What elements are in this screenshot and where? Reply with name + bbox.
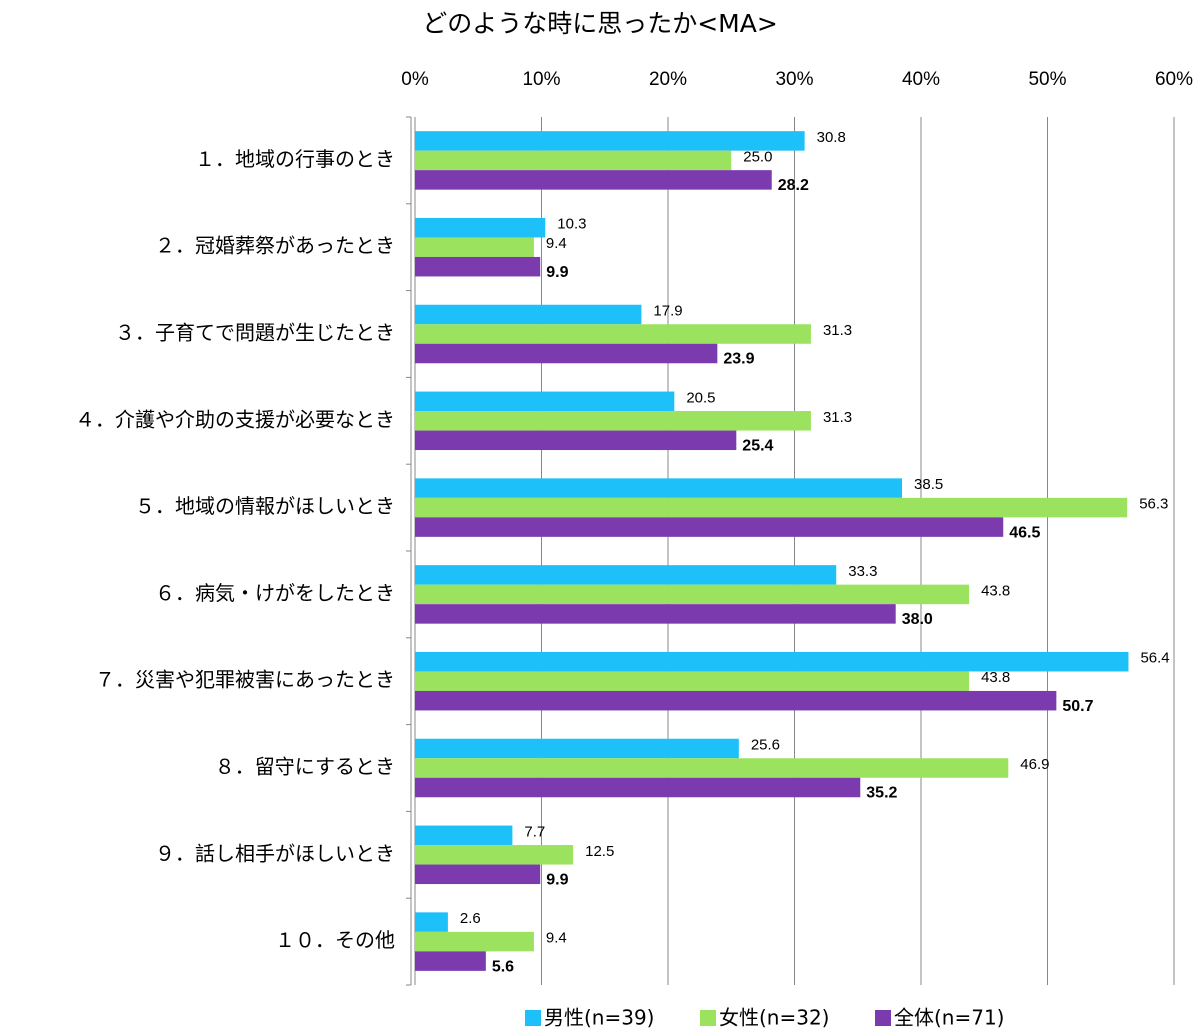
data-label: 17.9 [653, 302, 682, 319]
bar [415, 825, 513, 846]
bar [415, 170, 772, 190]
data-label: 25.6 [751, 736, 780, 753]
bar [415, 584, 970, 605]
y-tick-label: ２．冠婚葬祭があったとき [155, 234, 395, 258]
bar [415, 478, 903, 498]
bar [415, 517, 1004, 537]
x-tick-label: 50% [1028, 69, 1066, 90]
bar [415, 671, 970, 691]
data-label: 23.9 [723, 351, 754, 368]
y-tick-label: １０．その他 [275, 928, 395, 952]
data-label: 50.7 [1062, 698, 1093, 715]
data-label: 38.0 [902, 611, 933, 628]
data-label: 5.6 [492, 958, 514, 975]
bar [415, 777, 861, 798]
x-tick-label: 40% [902, 69, 940, 90]
data-label: 9.4 [546, 235, 567, 252]
data-label: 2.6 [460, 910, 481, 927]
data-label: 30.8 [817, 129, 846, 146]
bar [415, 343, 718, 364]
y-tick-label: ６．病気・けがをしたとき [155, 581, 395, 605]
bar [415, 864, 541, 885]
data-label: 43.8 [981, 669, 1010, 686]
data-label: 56.3 [1139, 496, 1168, 513]
bar [415, 951, 486, 971]
data-label: 56.4 [1140, 650, 1169, 667]
y-tick-label: １．地域の行事のとき [195, 147, 395, 171]
bar [415, 565, 837, 585]
data-label: 9.4 [546, 930, 567, 947]
legend-swatch [525, 1010, 541, 1026]
data-label: 33.3 [848, 563, 877, 580]
bar [415, 150, 732, 171]
legend-label: 女性(n=32) [719, 1006, 830, 1030]
data-label: 7.7 [524, 823, 545, 840]
y-tick-label: ７．災害や犯罪被害にあったとき [95, 668, 395, 692]
data-label: 25.4 [742, 438, 773, 455]
data-label: 35.2 [866, 785, 897, 802]
data-label: 38.5 [914, 476, 943, 493]
x-tick-label: 30% [775, 69, 813, 90]
legend-label: 男性(n=39) [544, 1006, 655, 1030]
bar [415, 324, 811, 344]
data-label: 25.0 [743, 148, 772, 165]
x-tick-label: 20% [649, 69, 687, 90]
bar [415, 497, 1128, 518]
chart-title: どのような時に思ったか<MA> [422, 9, 778, 38]
y-tick-label: ３．子育てで問題が生じたとき [115, 321, 395, 345]
bar [415, 237, 534, 257]
bar [415, 758, 1009, 778]
x-tick-label: 0% [401, 69, 429, 90]
bar [415, 304, 642, 325]
y-tick-label: ９．話し相手がほしいとき [155, 841, 395, 865]
bar [415, 690, 1057, 711]
data-label: 31.3 [823, 322, 852, 339]
data-label: 43.8 [981, 582, 1010, 599]
bar [415, 131, 805, 151]
bar [415, 931, 534, 952]
y-tick-label: ５．地域の情報がほしいとき [135, 494, 395, 518]
data-label: 46.9 [1020, 756, 1049, 773]
data-label: 9.9 [546, 264, 568, 281]
bar [415, 604, 896, 624]
bar [415, 391, 675, 412]
legend-swatch [875, 1010, 891, 1026]
x-tick-label: 60% [1155, 69, 1193, 90]
bar [415, 217, 546, 238]
data-label: 31.3 [823, 409, 852, 426]
bar [415, 912, 448, 932]
y-tick-label: ８．留守にするとき [215, 755, 395, 779]
legend-swatch [700, 1010, 716, 1026]
data-label: 9.9 [546, 872, 568, 889]
bar [415, 256, 541, 277]
bar [415, 651, 1129, 672]
data-label: 28.2 [778, 177, 809, 194]
y-tick-label: ４．介護や介助の支援が必要なとき [75, 407, 395, 431]
bar [415, 845, 574, 865]
data-label: 20.5 [686, 389, 715, 406]
bar [415, 738, 739, 759]
data-label: 10.3 [557, 216, 586, 233]
data-label: 12.5 [585, 843, 614, 860]
bar [415, 430, 737, 451]
legend-label: 全体(n=71) [894, 1006, 1005, 1030]
bar [415, 411, 811, 431]
data-label: 46.5 [1009, 524, 1040, 541]
x-tick-label: 10% [522, 69, 560, 90]
